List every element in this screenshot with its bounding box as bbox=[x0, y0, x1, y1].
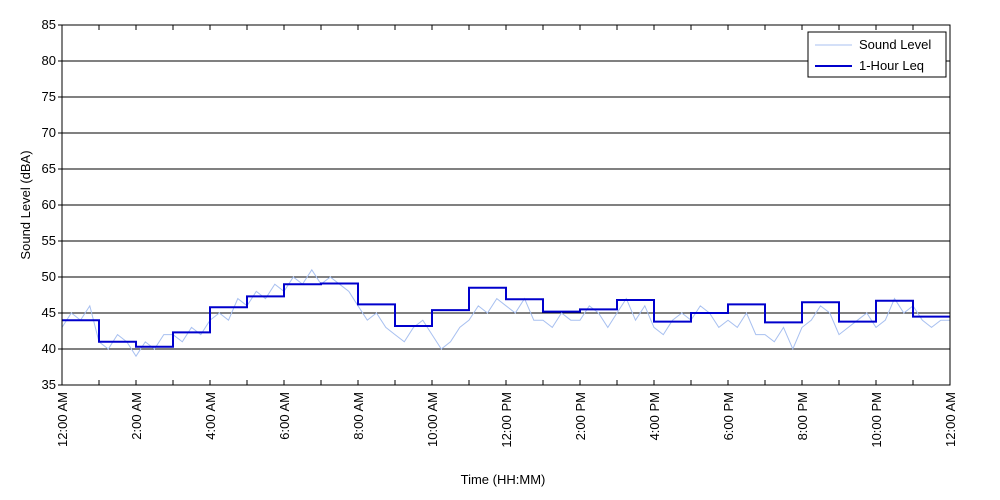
x-tick-label: 6:00 AM bbox=[277, 392, 292, 440]
x-axis-label: Time (HH:MM) bbox=[461, 472, 546, 487]
y-tick-label: 35 bbox=[42, 377, 56, 392]
y-tick-label: 45 bbox=[42, 305, 56, 320]
x-tick-label: 2:00 PM bbox=[573, 392, 588, 440]
leq-series bbox=[62, 282, 950, 348]
x-tick-label: 12:00 AM bbox=[55, 392, 70, 447]
legend-label-leq: 1-Hour Leq bbox=[859, 58, 924, 73]
x-tick-label: 6:00 PM bbox=[721, 392, 736, 440]
leq-step-line bbox=[62, 282, 950, 348]
legend-label-sound-level: Sound Level bbox=[859, 37, 931, 52]
x-tick-label: 12:00 AM bbox=[943, 392, 958, 447]
x-tick-label: 2:00 AM bbox=[129, 392, 144, 440]
y-tick-label: 50 bbox=[42, 269, 56, 284]
x-tick-label: 8:00 AM bbox=[351, 392, 366, 440]
y-tick-label: 70 bbox=[42, 125, 56, 140]
y-tick-label: 40 bbox=[42, 341, 56, 356]
x-tick-label: 4:00 PM bbox=[647, 392, 662, 440]
y-tick-label: 85 bbox=[42, 17, 56, 32]
y-tick-label: 75 bbox=[42, 89, 56, 104]
y-tick-label: 55 bbox=[42, 233, 56, 248]
y-axis-label: Sound Level (dBA) bbox=[18, 150, 33, 259]
x-tick-label: 10:00 AM bbox=[425, 392, 440, 447]
x-tick-label: 4:00 AM bbox=[203, 392, 218, 440]
x-tick-label: 8:00 PM bbox=[795, 392, 810, 440]
legend-box bbox=[807, 31, 947, 78]
x-tick-label: 12:00 PM bbox=[499, 392, 514, 448]
y-axis-ticks: 35 40 45 50 55 60 65 70 75 80 85 bbox=[42, 17, 62, 392]
x-tick-label: 10:00 PM bbox=[869, 392, 884, 448]
y-tick-label: 65 bbox=[42, 161, 56, 176]
y-tick-label: 60 bbox=[42, 197, 56, 212]
y-tick-label: 80 bbox=[42, 53, 56, 68]
legend: Sound Level 1-Hour Leq bbox=[807, 31, 947, 78]
grid bbox=[62, 60, 950, 350]
x-axis-ticks: 12:00 AM 2:00 AM 4:00 AM 6:00 AM 8:00 AM 10:0… bbox=[55, 25, 958, 448]
